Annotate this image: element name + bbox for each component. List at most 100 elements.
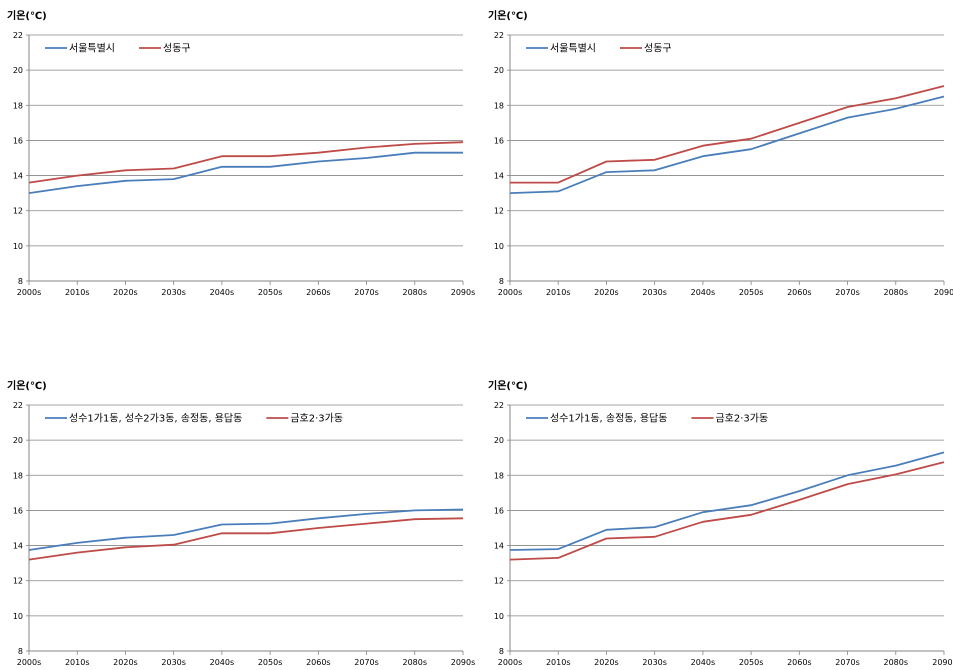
legend-label: 금호2·3가동 bbox=[290, 413, 343, 425]
x-tick-label: 2010s bbox=[546, 658, 571, 667]
y-tick-label: 10 bbox=[494, 612, 504, 621]
y-tick-label: 18 bbox=[13, 471, 23, 480]
x-tick-label: 2020s bbox=[113, 288, 138, 297]
y-tick-label: 10 bbox=[13, 242, 23, 251]
x-tick-label: 2030s bbox=[642, 288, 667, 297]
line-chart: 기온(℃) 8 10 12 14 16 18 20 22 2000s 2010s 2020s 2030s… bbox=[488, 379, 953, 667]
y-tick-label: 8 bbox=[499, 647, 504, 656]
x-tick-label: 2000s bbox=[17, 658, 42, 667]
x-tick-label: 2030s bbox=[161, 288, 186, 297]
series-line-1 bbox=[509, 451, 945, 551]
x-tick-label: 2030s bbox=[642, 658, 667, 667]
x-tick-label: 2060s bbox=[306, 658, 331, 667]
y-tick-label: 12 bbox=[494, 577, 504, 586]
x-tick-label: 2090 bbox=[934, 288, 953, 297]
y-tick-label: 14 bbox=[13, 172, 23, 181]
x-tick-label: 2090s bbox=[451, 288, 475, 297]
y-axis-label: 기온(℃) bbox=[7, 9, 47, 22]
x-tick-label: 2000s bbox=[17, 288, 42, 297]
y-tick-label: 14 bbox=[13, 542, 23, 551]
chart-panel-1: 기온(℃) 8 10 12 14 16 18 20 22 2000s 2010s 2020s 2030s… bbox=[5, 5, 475, 300]
x-tick-label: 2070s bbox=[354, 658, 379, 667]
y-tick-label: 8 bbox=[18, 647, 23, 656]
line-chart: 기온(℃) 8 10 12 14 16 18 20 22 2000s 2010s 2020s 2030s… bbox=[7, 9, 475, 297]
x-tick-label: 2080s bbox=[884, 658, 909, 667]
x-tick-label: 2010s bbox=[65, 658, 90, 667]
legend-label: 서울특별시 bbox=[69, 43, 115, 55]
y-tick-label: 14 bbox=[494, 172, 504, 181]
y-tick-label: 22 bbox=[13, 31, 23, 40]
chart-panel-4: 기온(℃) 8 10 12 14 16 18 20 22 2000s 2010s 2020s 2030s… bbox=[486, 375, 953, 670]
line-chart: 기온(℃) 8 10 12 14 16 18 20 22 2000s 2010s 2020s 2030s… bbox=[7, 379, 475, 667]
series-line-1 bbox=[509, 95, 945, 194]
x-tick-label: 2020s bbox=[594, 658, 619, 667]
y-axis-label: 기온(℃) bbox=[7, 379, 47, 392]
y-tick-label: 18 bbox=[494, 101, 504, 110]
x-tick-label: 2060s bbox=[306, 288, 331, 297]
series-line-2 bbox=[28, 141, 464, 184]
y-tick-label: 22 bbox=[13, 401, 23, 410]
y-tick-label: 20 bbox=[13, 66, 23, 75]
y-tick-label: 18 bbox=[494, 471, 504, 480]
x-tick-label: 2080s bbox=[403, 658, 428, 667]
x-tick-label: 2070s bbox=[835, 658, 860, 667]
x-tick-label: 2040s bbox=[691, 288, 716, 297]
x-tick-label: 2020s bbox=[113, 658, 138, 667]
x-tick-label: 2050s bbox=[258, 288, 283, 297]
x-tick-label: 2010s bbox=[546, 288, 571, 297]
y-tick-label: 16 bbox=[494, 136, 504, 145]
x-tick-label: 2000s bbox=[498, 288, 523, 297]
legend-label: 서울특별시 bbox=[550, 43, 596, 55]
y-tick-label: 12 bbox=[494, 207, 504, 216]
x-tick-label: 2040s bbox=[210, 288, 235, 297]
y-tick-label: 16 bbox=[13, 506, 23, 515]
line-chart: 기온(℃) 8 10 12 14 16 18 20 22 2000s 2010s 2020s 2030s… bbox=[488, 9, 953, 297]
series-line-1 bbox=[28, 151, 463, 194]
legend-label: 금호2·3가동 bbox=[715, 413, 768, 425]
y-tick-label: 14 bbox=[494, 542, 504, 551]
y-tick-label: 20 bbox=[494, 66, 504, 75]
y-tick-label: 12 bbox=[13, 207, 23, 216]
y-tick-label: 20 bbox=[494, 436, 504, 445]
x-tick-label: 2090( bbox=[932, 658, 953, 667]
x-tick-label: 2010s bbox=[65, 288, 90, 297]
y-tick-label: 10 bbox=[494, 242, 504, 251]
series-line-2 bbox=[28, 517, 464, 561]
y-tick-label: 16 bbox=[494, 506, 504, 515]
series-line-1 bbox=[28, 508, 464, 551]
y-tick-label: 18 bbox=[13, 101, 23, 110]
legend-label: 성수1가1동, 송정동, 용답동 bbox=[550, 413, 667, 425]
x-tick-label: 2040s bbox=[210, 658, 235, 667]
y-axis-label: 기온(℃) bbox=[488, 9, 528, 22]
y-tick-label: 22 bbox=[494, 401, 504, 410]
x-tick-label: 2050s bbox=[739, 288, 764, 297]
y-tick-label: 12 bbox=[13, 577, 23, 586]
y-axis-label: 기온(℃) bbox=[488, 379, 528, 392]
chart-panel-3: 기온(℃) 8 10 12 14 16 18 20 22 2000s 2010s 2020s 2030s… bbox=[5, 375, 475, 670]
series-line-2 bbox=[509, 461, 945, 561]
x-tick-label: 2060s bbox=[787, 658, 812, 667]
x-tick-label: 2050s bbox=[258, 658, 283, 667]
x-tick-label: 2000s bbox=[498, 658, 523, 667]
x-tick-label: 2040s bbox=[691, 658, 716, 667]
legend-label: 성동구 bbox=[163, 43, 191, 55]
y-tick-label: 16 bbox=[13, 136, 23, 145]
x-tick-label: 2080s bbox=[884, 288, 909, 297]
x-tick-label: 2070s bbox=[354, 288, 379, 297]
y-tick-label: 8 bbox=[499, 277, 504, 286]
x-tick-label: 2080s bbox=[403, 288, 428, 297]
y-tick-label: 8 bbox=[18, 277, 23, 286]
series-line-2 bbox=[510, 85, 945, 184]
x-tick-label: 2030s bbox=[161, 658, 186, 667]
y-tick-label: 10 bbox=[13, 612, 23, 621]
x-tick-label: 2050s bbox=[739, 658, 764, 667]
x-tick-label: 2060s bbox=[787, 288, 812, 297]
legend-label: 성동구 bbox=[644, 43, 672, 55]
chart-panel-2: 기온(℃) 8 10 12 14 16 18 20 22 2000s 2010s 2020s 2030s… bbox=[486, 5, 953, 300]
x-tick-label: 2020s bbox=[594, 288, 619, 297]
x-tick-label: 2070s bbox=[835, 288, 860, 297]
legend-label: 성수1가1동, 성수2가3동, 송정동, 용답동 bbox=[69, 413, 242, 425]
x-tick-label: 2090s bbox=[451, 658, 475, 667]
y-tick-label: 20 bbox=[13, 436, 23, 445]
y-tick-label: 22 bbox=[494, 31, 504, 40]
